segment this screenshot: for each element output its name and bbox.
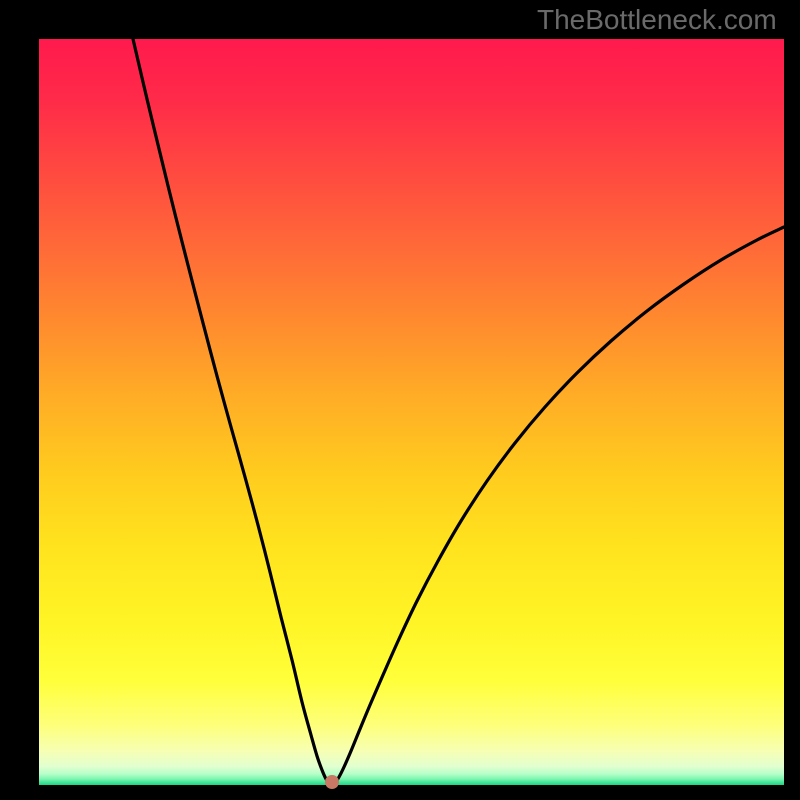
chart-frame: TheBottleneck.com	[0, 0, 800, 800]
watermark-text: TheBottleneck.com	[537, 4, 777, 36]
gradient-background	[39, 39, 784, 785]
plot-area	[39, 39, 784, 785]
optimal-point-marker	[325, 775, 339, 789]
